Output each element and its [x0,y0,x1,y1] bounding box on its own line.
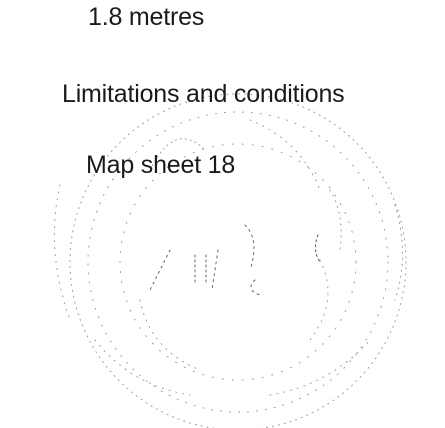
text-line-limitations: Limitations and conditions [62,80,345,108]
text-line-map-sheet: Map sheet 18 [86,151,236,179]
text-line-measurement: 1.8 metres [88,3,205,31]
